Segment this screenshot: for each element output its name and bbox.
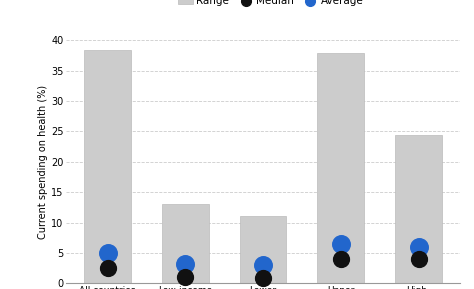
Point	[337, 241, 345, 246]
Point	[415, 257, 422, 261]
Bar	[162, 204, 209, 283]
Point	[259, 263, 267, 267]
Point	[415, 244, 422, 249]
Bar	[318, 53, 364, 283]
Point	[182, 275, 189, 279]
Y-axis label: Current spending on health (%): Current spending on health (%)	[38, 85, 48, 239]
Bar	[84, 50, 131, 283]
Point	[182, 262, 189, 266]
Point	[337, 257, 345, 261]
Point	[259, 276, 267, 281]
Point	[104, 266, 111, 271]
Legend: Range, Median, Average: Range, Median, Average	[173, 0, 368, 11]
Bar	[240, 216, 286, 283]
Point	[104, 251, 111, 255]
Bar	[395, 135, 442, 283]
